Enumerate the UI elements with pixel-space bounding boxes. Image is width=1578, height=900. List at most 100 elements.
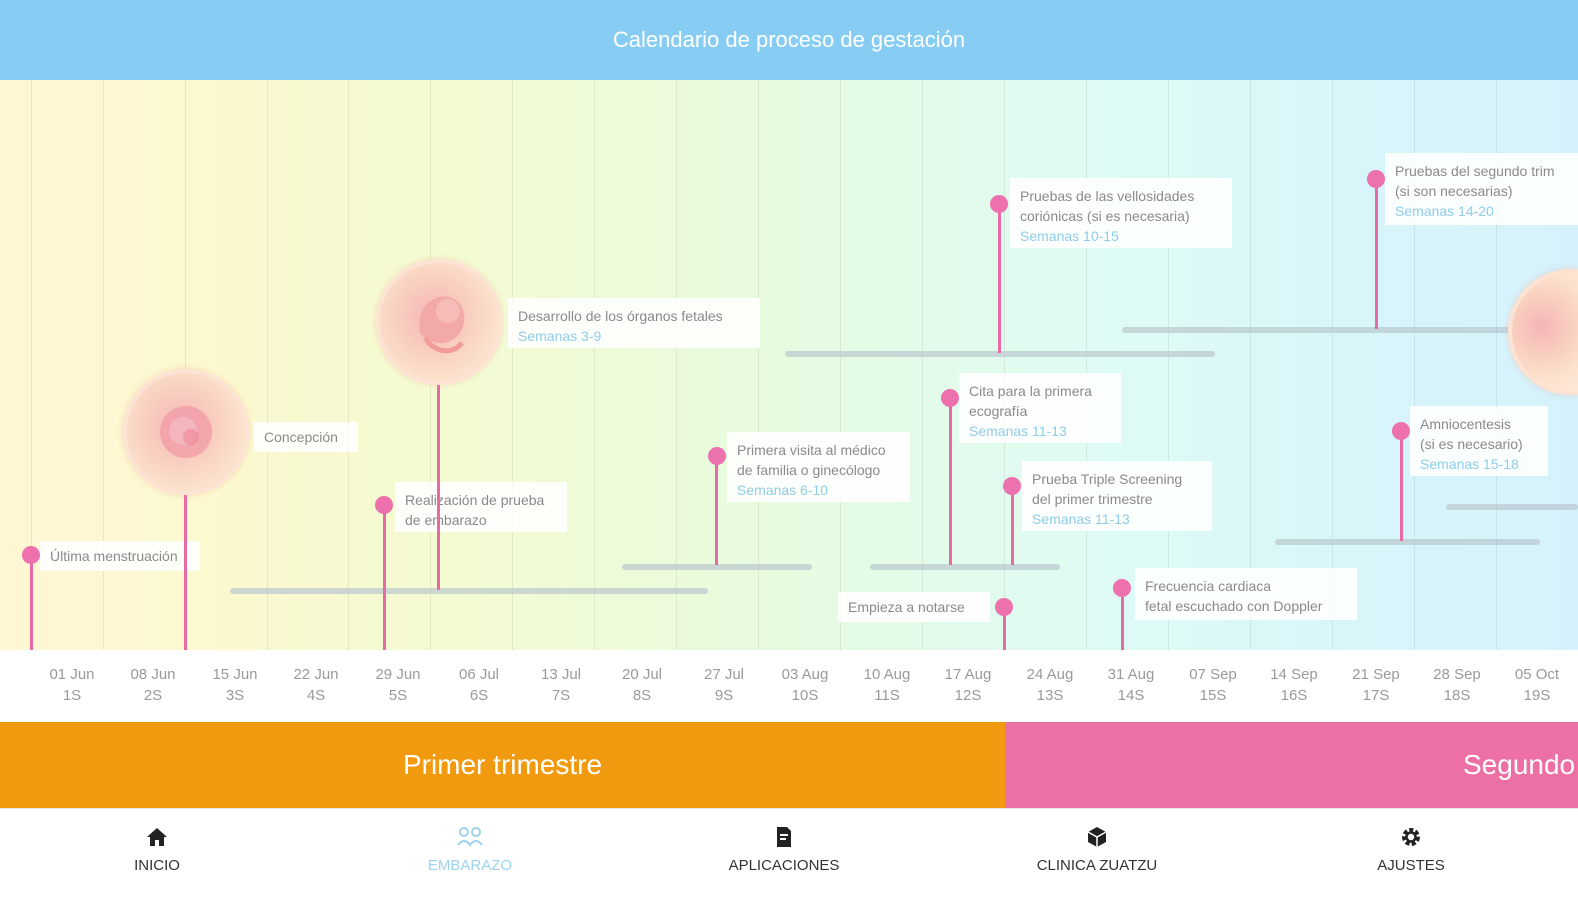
trimester-band-second[interactable]: Segundo: [1005, 722, 1578, 808]
nav-item-aplicaciones[interactable]: APLICACIONES: [684, 825, 884, 874]
event-card-amniocentesis[interactable]: Amniocentesis (si es necesario) Semanas …: [1410, 406, 1548, 476]
event-title-line: Prueba Triple Screening: [1032, 471, 1183, 487]
event-card-primera-visita[interactable]: Primera visita al médico de familia o gi…: [727, 432, 910, 502]
grid-line: [1414, 80, 1415, 650]
axis-tick: 31 Aug 14S: [1107, 666, 1155, 704]
event-title-line: (si son necesarias): [1395, 183, 1513, 199]
axis-tick: 22 Jun 4S: [293, 666, 339, 704]
event-stem: [437, 385, 440, 590]
duration-bar-organos: [230, 588, 708, 594]
event-card-ultima[interactable]: Última menstruación: [40, 541, 200, 571]
event-card-concepcion[interactable]: Concepción: [254, 422, 358, 452]
grid-line: [185, 80, 186, 650]
event-weeks: Semanas 10-15: [1020, 228, 1119, 244]
event-card-organos[interactable]: Desarrollo de los órganos fetales Semana…: [508, 298, 760, 348]
axis-tick: 07 Sep 15S: [1189, 666, 1237, 704]
gestation-timeline[interactable]: Última menstruación Concepción Realizaci…: [0, 80, 1578, 650]
nav-item-ajustes[interactable]: AJUSTES: [1311, 825, 1511, 874]
event-marker-doppler[interactable]: [1113, 579, 1131, 597]
axis-tick: 15 Jun 3S: [212, 666, 258, 704]
nav-item-embarazo[interactable]: EMBARAZO: [370, 825, 570, 874]
grid-line: [758, 80, 759, 650]
date-axis: 01 Jun 1S 08 Jun 2S 15 Jun 3S 22 Jun 4S 29 J…: [0, 650, 1578, 722]
event-card-doppler[interactable]: Frecuencia cardiaca fetal escuchado con …: [1135, 568, 1357, 620]
event-title-line: de familia o ginecólogo: [737, 462, 881, 478]
event-title-line: Realización de prueba: [405, 492, 545, 508]
event-weeks: Semanas 6-10: [737, 482, 829, 498]
apps-document-icon: [777, 827, 791, 847]
fetus-illustration-icon[interactable]: [1508, 269, 1578, 395]
nav-label: CLINICA ZUATZU: [1036, 857, 1158, 874]
axis-tick: 29 Jun 5S: [375, 666, 421, 704]
axis-tick: 03 Aug 10S: [781, 666, 829, 704]
axis-tick: 13 Jul 7S: [540, 666, 582, 704]
clinic-box-icon: [1087, 827, 1107, 847]
event-stem: [715, 453, 718, 565]
event-title-line: fetal escuchado con Doppler: [1145, 598, 1323, 614]
event-stem: [1375, 185, 1378, 329]
grid-line: [840, 80, 841, 650]
event-stem: [30, 563, 33, 650]
axis-tick: 17 Aug 12S: [944, 666, 992, 704]
event-title-line: Primera visita al médico: [737, 442, 886, 458]
event-title-line: Pruebas de las vellosidades: [1020, 188, 1195, 204]
event-marker-amnio[interactable]: [1392, 422, 1410, 440]
grid-line: [267, 80, 268, 650]
event-stem: [1400, 438, 1403, 541]
nav-item-inicio[interactable]: INICIO: [57, 825, 257, 874]
event-card-velosidades[interactable]: Pruebas de las vellosidades coriónicas (…: [1010, 178, 1232, 248]
event-marker-primera-visita[interactable]: [708, 447, 726, 465]
duration-bar-ecografia: [870, 564, 1060, 570]
event-stem: [383, 513, 386, 650]
duration-bar-segundo-trim: [1122, 327, 1522, 333]
event-title-line: coriónicas (si es necesaria): [1020, 208, 1190, 224]
embryo-illustration-icon[interactable]: [376, 259, 502, 385]
event-title-line: Amniocentesis: [1420, 416, 1512, 432]
grid-line: [594, 80, 595, 650]
bottom-navigation: INICIO EMBARAZO APLICACIONES CLINICA ZUA…: [0, 808, 1578, 900]
axis-tick: 06 Jul 6S: [458, 666, 500, 704]
grid-line: [31, 80, 32, 650]
event-marker-triple[interactable]: [1003, 477, 1021, 495]
trimester-band-first[interactable]: Primer trimestre: [0, 722, 1005, 808]
event-title: Concepción: [264, 429, 338, 445]
event-weeks: Semanas 11-13: [969, 423, 1067, 439]
event-card-triple-screening[interactable]: Prueba Triple Screening del primer trime…: [1022, 461, 1212, 531]
event-marker-ecografia[interactable]: [941, 389, 959, 407]
duration-bar-velosidades: [785, 351, 1215, 357]
grid-line: [922, 80, 923, 650]
event-stem: [184, 492, 187, 650]
nav-label: EMBARAZO: [427, 857, 513, 874]
event-card-segundo-trim[interactable]: Pruebas del segundo trim (si son necesar…: [1385, 153, 1578, 225]
nav-item-clinica[interactable]: CLINICA ZUATZU: [997, 825, 1197, 874]
event-marker-ultima[interactable]: [22, 546, 40, 564]
event-marker-prueba[interactable]: [375, 496, 393, 514]
event-card-notarse[interactable]: Empieza a notarse: [838, 592, 990, 622]
event-marker-notarse[interactable]: [995, 598, 1013, 616]
trimester-label: Segundo: [1463, 749, 1576, 780]
event-card-prueba-embarazo[interactable]: Realización de prueba de embarazo: [395, 482, 567, 532]
event-title: Empieza a notarse: [848, 599, 965, 615]
duration-bar-primera-visita: [622, 564, 812, 570]
cell-illustration-icon[interactable]: [123, 369, 249, 495]
event-title-line: del primer trimestre: [1032, 491, 1153, 507]
event-weeks: Semanas 3-9: [518, 328, 602, 344]
event-marker-velosidades[interactable]: [990, 195, 1008, 213]
axis-tick: 05 Oct 19S: [1514, 666, 1560, 704]
grid-line: [103, 80, 104, 650]
event-marker-segundo-trim[interactable]: [1367, 170, 1385, 188]
duration-bar-amnio: [1275, 539, 1540, 545]
axis-tick: 20 Jul 8S: [621, 666, 663, 704]
event-title-line: Cita para la primera: [969, 383, 1092, 399]
event-weeks: Semanas 15-18: [1420, 456, 1519, 472]
event-card-ecografia[interactable]: Cita para la primera ecografía Semanas 1…: [959, 373, 1121, 443]
event-weeks: Semanas 11-13: [1032, 511, 1130, 527]
trimester-label: Primer trimestre: [402, 749, 603, 780]
event-stem: [1121, 597, 1124, 650]
event-title-line: Frecuencia cardiaca: [1145, 578, 1272, 594]
grid-line: [1332, 80, 1333, 650]
page-title: Calendario de proceso de gestación: [612, 27, 966, 52]
nav-label: AJUSTES: [1377, 857, 1445, 874]
event-stem: [1003, 615, 1006, 650]
event-title-line: Pruebas del segundo trim: [1395, 163, 1555, 179]
